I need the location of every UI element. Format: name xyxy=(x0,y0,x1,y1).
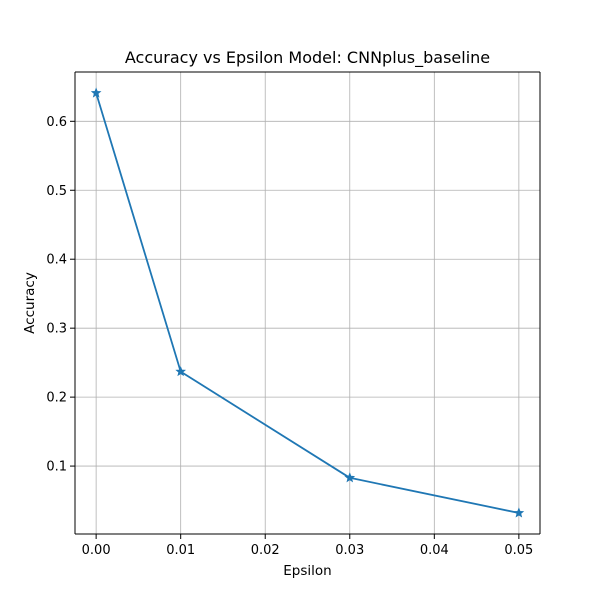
y-tick-label: 0.1 xyxy=(46,460,67,475)
grid-lines xyxy=(75,72,540,534)
x-tick-label: 0.01 xyxy=(166,543,195,558)
chart-title: Accuracy vs Epsilon Model: CNNplus_basel… xyxy=(125,48,490,68)
data-point-star-marker xyxy=(344,472,356,483)
x-tick-label: 0.00 xyxy=(82,543,111,558)
y-tick-label: 0.5 xyxy=(46,184,67,199)
y-axis-ticks: 0.1 0.2 0.3 0.4 0.5 0.6 xyxy=(46,115,75,475)
data-point-star-marker xyxy=(90,87,102,98)
y-tick-label: 0.2 xyxy=(46,391,67,406)
y-tick-label: 0.3 xyxy=(46,322,67,337)
plot-area xyxy=(75,72,540,534)
data-point-star-marker xyxy=(175,365,187,377)
x-axis-ticks: 0.00 0.01 0.02 0.03 0.04 0.05 xyxy=(82,534,533,558)
series-line xyxy=(95,92,520,514)
x-tick-label: 0.04 xyxy=(420,543,449,558)
data-point-star-marker xyxy=(513,507,525,518)
x-tick-label: 0.03 xyxy=(335,543,364,558)
y-axis-label: Accuracy xyxy=(22,272,38,334)
series-layer xyxy=(90,87,525,518)
y-tick-label: 0.4 xyxy=(46,253,67,268)
x-tick-label: 0.05 xyxy=(504,543,533,558)
x-axis-label: Epsilon xyxy=(283,563,331,579)
axes-frame xyxy=(74,71,541,535)
y-tick-label: 0.6 xyxy=(46,115,67,130)
x-tick-label: 0.02 xyxy=(251,543,280,558)
